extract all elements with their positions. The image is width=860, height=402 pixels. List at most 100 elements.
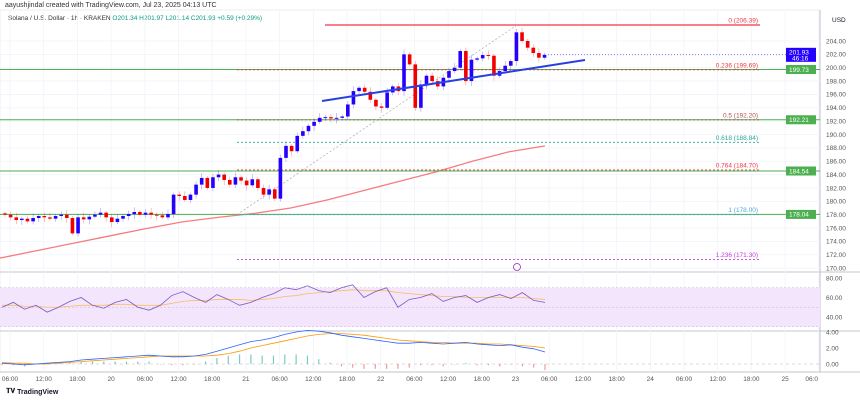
candle-bullish bbox=[76, 217, 80, 234]
candle-bearish bbox=[289, 145, 294, 152]
macd-histogram-bar bbox=[386, 364, 388, 369]
macd-histogram-bar bbox=[533, 364, 535, 368]
macd-histogram-bar bbox=[250, 354, 252, 364]
candle-bearish bbox=[70, 218, 75, 234]
macd-histogram-bar bbox=[329, 362, 331, 364]
candle-bullish bbox=[126, 214, 131, 217]
time-axis-label: 12:00 bbox=[440, 376, 457, 383]
candle-bullish bbox=[475, 58, 479, 60]
ohlc-high: H201.97 bbox=[139, 15, 164, 22]
price-axis-label: 182.00 bbox=[826, 185, 846, 192]
time-axis-label: 18:00 bbox=[204, 376, 221, 383]
candle-bullish bbox=[301, 131, 305, 136]
price-axis-label: 170.00 bbox=[826, 265, 846, 272]
price-axis-label: 186.00 bbox=[826, 159, 846, 166]
candle-bearish bbox=[261, 187, 266, 195]
macd-histogram-bar bbox=[465, 362, 467, 364]
rsi-axis-label: 60.00 bbox=[826, 295, 843, 302]
candle-bearish bbox=[379, 106, 384, 108]
macd-histogram-bar bbox=[227, 355, 229, 364]
candle-bullish bbox=[306, 125, 311, 132]
time-axis-label: 12:00 bbox=[710, 376, 727, 383]
macd-histogram-bar bbox=[453, 364, 456, 365]
price-axis-label: 188.00 bbox=[826, 145, 846, 152]
candle-bearish bbox=[104, 212, 108, 218]
time-axis-label: 18:00 bbox=[474, 376, 491, 383]
level-badge bbox=[786, 115, 816, 125]
macd-histogram-bar bbox=[295, 354, 297, 364]
macd-histogram-bar bbox=[442, 364, 444, 367]
footer-brand: TradingView bbox=[17, 388, 59, 396]
time-axis-label: 25 bbox=[781, 376, 789, 383]
ohlc-change: +0.59 (+0.29%) bbox=[217, 15, 263, 22]
time-axis-label: 21 bbox=[242, 376, 250, 383]
candle-bearish bbox=[48, 217, 52, 219]
macd-histogram-bar bbox=[80, 361, 82, 364]
candle-bearish bbox=[205, 177, 210, 188]
time-axis-label: 22 bbox=[377, 376, 385, 383]
candle-bearish bbox=[430, 75, 434, 82]
candle-bearish bbox=[329, 117, 333, 119]
level-badge-label: 184.54 bbox=[789, 168, 809, 175]
candle-bullish bbox=[480, 55, 485, 59]
macd-histogram-bar bbox=[238, 354, 241, 364]
candle-bearish bbox=[25, 218, 30, 222]
candle-bearish bbox=[256, 179, 260, 188]
time-axis-label: 06:00 bbox=[271, 376, 288, 383]
candle-bearish bbox=[8, 214, 13, 218]
candle-bullish bbox=[132, 212, 137, 215]
macd-histogram-bar bbox=[103, 361, 105, 364]
candle-bullish bbox=[194, 184, 198, 195]
candle-bullish bbox=[346, 104, 350, 117]
macd-histogram-bar bbox=[306, 355, 309, 364]
price-axis-label: 178.00 bbox=[826, 212, 846, 219]
candle-bearish bbox=[464, 51, 468, 82]
bar-countdown-label: 46:16 bbox=[792, 55, 809, 62]
price-axis-label: 176.00 bbox=[826, 225, 846, 232]
time-axis-label: 18:00 bbox=[608, 376, 625, 383]
current-price-label: 201.93 bbox=[789, 49, 809, 56]
rsi-line bbox=[1, 284, 546, 313]
candle-bullish bbox=[199, 177, 204, 185]
macd-histogram-bar bbox=[431, 364, 433, 366]
candle-bullish bbox=[503, 65, 507, 72]
chart-credit: aayushjindal created with TradingView.co… bbox=[5, 2, 217, 9]
candle-bearish bbox=[109, 217, 114, 223]
time-axis-label: 06:00 bbox=[541, 376, 558, 383]
candle-bullish bbox=[323, 117, 328, 119]
candle-bearish bbox=[222, 174, 226, 180]
candle-bullish bbox=[171, 194, 176, 215]
price-axis-label: 204.00 bbox=[826, 38, 846, 45]
symbol-legend: Solana / U.S. Dollar · 1h · KRAKEN O201.… bbox=[8, 15, 262, 22]
ohlc-open: O201.34 bbox=[112, 15, 138, 22]
macd-histogram-bar bbox=[193, 364, 195, 365]
ascending-trendline bbox=[321, 59, 586, 102]
macd-histogram-bar bbox=[499, 364, 501, 367]
macd-histogram-bar bbox=[69, 362, 71, 364]
macd-axis-label: 2.00 bbox=[826, 345, 839, 352]
macd-histogram-bar bbox=[137, 361, 139, 364]
candle-bullish bbox=[278, 157, 283, 199]
symbol-name[interactable]: Solana / U.S. Dollar · 1h · KRAKEN bbox=[8, 15, 111, 22]
candle-bullish bbox=[36, 216, 41, 219]
candle-bearish bbox=[374, 99, 378, 107]
macd-axis-label: 4.00 bbox=[826, 329, 839, 336]
candle-bearish bbox=[368, 91, 373, 100]
candle-bullish bbox=[402, 54, 406, 92]
candle-bullish bbox=[267, 189, 271, 195]
macd-histogram-bar bbox=[487, 364, 490, 366]
candle-bearish bbox=[486, 55, 491, 57]
candle-bullish bbox=[312, 121, 316, 126]
macd-histogram-bar bbox=[159, 364, 161, 365]
time-axis-label: 12:00 bbox=[36, 376, 53, 383]
candle-bullish bbox=[87, 216, 92, 220]
fib-level-label: 0 (206.39) bbox=[728, 18, 758, 25]
macd-histogram-bar bbox=[363, 364, 365, 369]
time-axis-label: 18:00 bbox=[743, 376, 760, 383]
macd-histogram-bar bbox=[352, 364, 354, 368]
candle-bearish bbox=[228, 179, 232, 185]
macd-histogram-bar bbox=[148, 361, 150, 364]
time-axis-label: 06:00 bbox=[2, 376, 19, 383]
ohlc-low: L201.14 bbox=[165, 15, 190, 22]
